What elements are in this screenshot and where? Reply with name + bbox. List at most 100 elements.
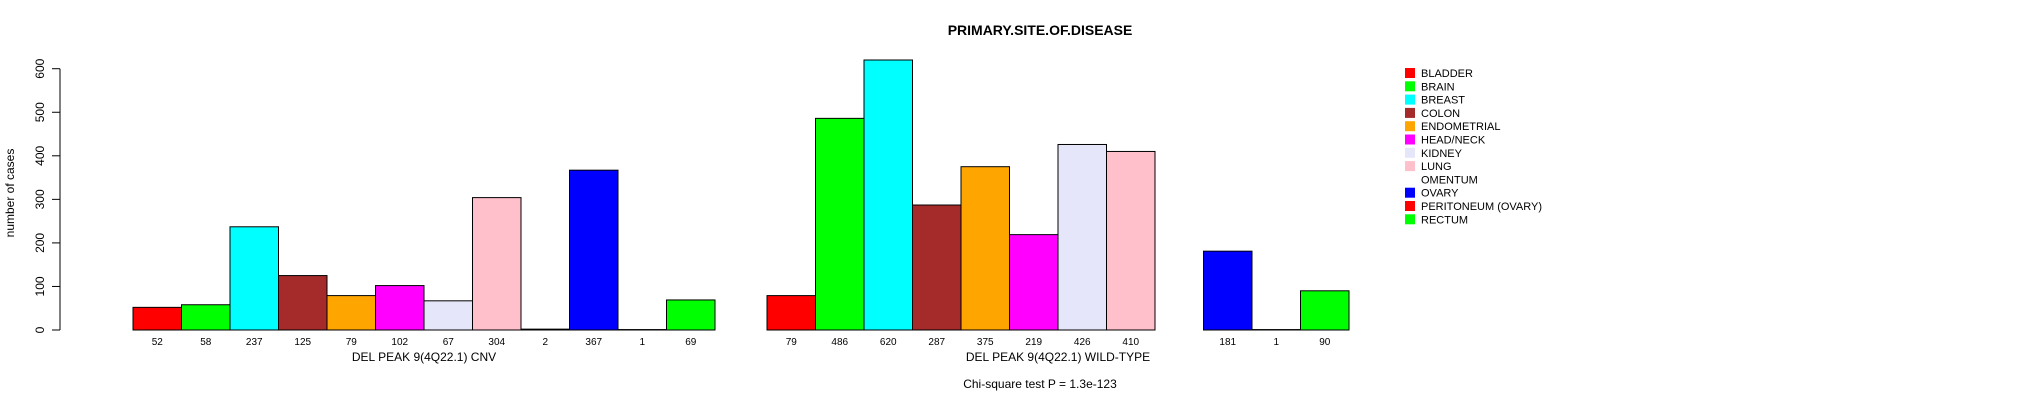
bar-value-label: 2	[542, 337, 548, 348]
y-tick-label: 0	[33, 326, 47, 333]
bar-breast	[863, 59, 913, 331]
legend-label: OMENTUM	[1421, 174, 1478, 186]
bar-value-label: 90	[1319, 337, 1331, 348]
legend-item: HEAD/NECK	[1405, 134, 1486, 147]
bar-colon	[912, 204, 962, 331]
bar-value-label: 1	[639, 337, 645, 348]
legend-swatch	[1405, 68, 1415, 78]
legend-swatch	[1405, 161, 1415, 172]
bar-value-label: 1	[1273, 337, 1279, 348]
y-tick-label: 300	[33, 189, 47, 209]
bar-value-label: 375	[977, 337, 994, 348]
legend-item: RECTUM	[1405, 214, 1468, 226]
bar-omentum	[520, 328, 570, 331]
group-labels: DEL PEAK 9(4Q22.1) CNV DEL PEAK 9(4Q22.1)…	[352, 350, 1150, 364]
bar-brain	[815, 117, 865, 331]
bar-rectum	[666, 299, 716, 331]
bar-value-label: 410	[1122, 337, 1139, 348]
legend-swatch	[1405, 174, 1415, 185]
legend-label: BLADDER	[1421, 68, 1473, 80]
legend-item: ENDOMETRIAL	[1405, 121, 1500, 133]
chi-square-footnote: Chi-square test P = 1.3e-123	[963, 377, 1117, 391]
bar-endometrial	[326, 295, 376, 331]
bar-bladder	[132, 306, 182, 331]
legend-label: PERITONEUM (OVARY)	[1421, 201, 1542, 213]
legend-swatch	[1405, 94, 1415, 105]
bar-kidney	[1057, 143, 1107, 331]
bar-value-label: 79	[786, 337, 798, 348]
bar-group	[766, 59, 1350, 331]
legend-label: OVARY	[1421, 188, 1459, 200]
legend-label: ENDOMETRIAL	[1421, 121, 1500, 133]
bar-value-label: 219	[1025, 337, 1042, 348]
bar-colon	[278, 275, 328, 331]
legend-swatch	[1405, 121, 1415, 132]
legend-swatch	[1405, 201, 1415, 211]
bar-value-label: 69	[685, 337, 697, 348]
bar-value-label: 486	[831, 337, 848, 348]
bar-value-label: 58	[200, 337, 212, 348]
group-label: DEL PEAK 9(4Q22.1) CNV	[352, 350, 496, 364]
bar-value-label: 367	[585, 337, 602, 348]
bar-rectum	[1300, 290, 1350, 331]
bar-brain	[181, 304, 231, 331]
bar-head-neck	[1009, 234, 1059, 331]
legend-item: COLON	[1405, 107, 1460, 120]
bar-breast	[229, 226, 279, 331]
y-tick-label: 200	[33, 233, 47, 253]
bar-value-label: 102	[391, 337, 408, 348]
legend-label: COLON	[1421, 108, 1460, 120]
legend-item: BREAST	[1405, 94, 1465, 107]
bar-value-label: 620	[880, 337, 897, 348]
chart-title: PRIMARY.SITE.OF.DISEASE	[948, 22, 1133, 38]
bar-value-label: 426	[1074, 337, 1091, 348]
value-labels: 52 58 237 125 79 102 67 304 2 367 1 69 79 486 620 287 37…	[152, 337, 1331, 348]
legend-item: BRAIN	[1405, 81, 1455, 93]
legend-item: LUNG	[1405, 161, 1452, 173]
legend-swatch	[1405, 107, 1415, 118]
legend-item: KIDNEY	[1405, 147, 1463, 160]
bar-head-neck	[375, 285, 425, 331]
bar-value-label: 304	[488, 337, 505, 348]
bar-value-label: 52	[152, 337, 164, 348]
bar-lung	[1106, 150, 1156, 331]
legend-swatch	[1405, 134, 1415, 145]
y-axis-label: number of cases	[3, 149, 17, 238]
bar-value-label: 237	[246, 337, 263, 348]
bar-endometrial	[960, 166, 1010, 331]
bar-value-label: 79	[346, 337, 358, 348]
legend-label: BREAST	[1421, 95, 1465, 107]
legend-swatch	[1405, 81, 1415, 92]
bar-bladder	[766, 295, 816, 331]
bar-ovary	[569, 169, 619, 331]
group-label: DEL PEAK 9(4Q22.1) WILD-TYPE	[966, 350, 1150, 364]
y-axis: 0 100 200 300 400 500 600	[33, 58, 61, 333]
legend-label: HEAD/NECK	[1421, 135, 1486, 147]
legend-label: BRAIN	[1421, 81, 1455, 93]
legend-label: LUNG	[1421, 161, 1452, 173]
bar-value-label: 181	[1219, 337, 1236, 348]
y-tick-label: 600	[33, 58, 47, 78]
bar-kidney	[423, 300, 473, 331]
legend-label: KIDNEY	[1421, 148, 1463, 160]
legend-swatch	[1405, 214, 1415, 225]
legend-item: BLADDER	[1405, 68, 1473, 80]
bar-value-label: 67	[443, 337, 455, 348]
legend-swatch	[1405, 147, 1415, 158]
bar-value-label: 287	[928, 337, 945, 348]
y-tick-label: 400	[33, 145, 47, 165]
bar-value-label: 125	[294, 337, 311, 348]
bar-groups	[132, 59, 1350, 331]
legend-item: PERITONEUM (OVARY)	[1405, 201, 1542, 213]
y-tick-label: 100	[33, 276, 47, 296]
bar-group	[132, 169, 716, 331]
y-tick-label: 500	[33, 102, 47, 122]
bar-lung	[472, 197, 522, 331]
bar-ovary	[1203, 250, 1253, 331]
legend-swatch	[1405, 187, 1415, 198]
legend-item: OVARY	[1405, 187, 1459, 200]
legend-item: OMENTUM	[1405, 174, 1478, 186]
legend-label: RECTUM	[1421, 214, 1468, 226]
